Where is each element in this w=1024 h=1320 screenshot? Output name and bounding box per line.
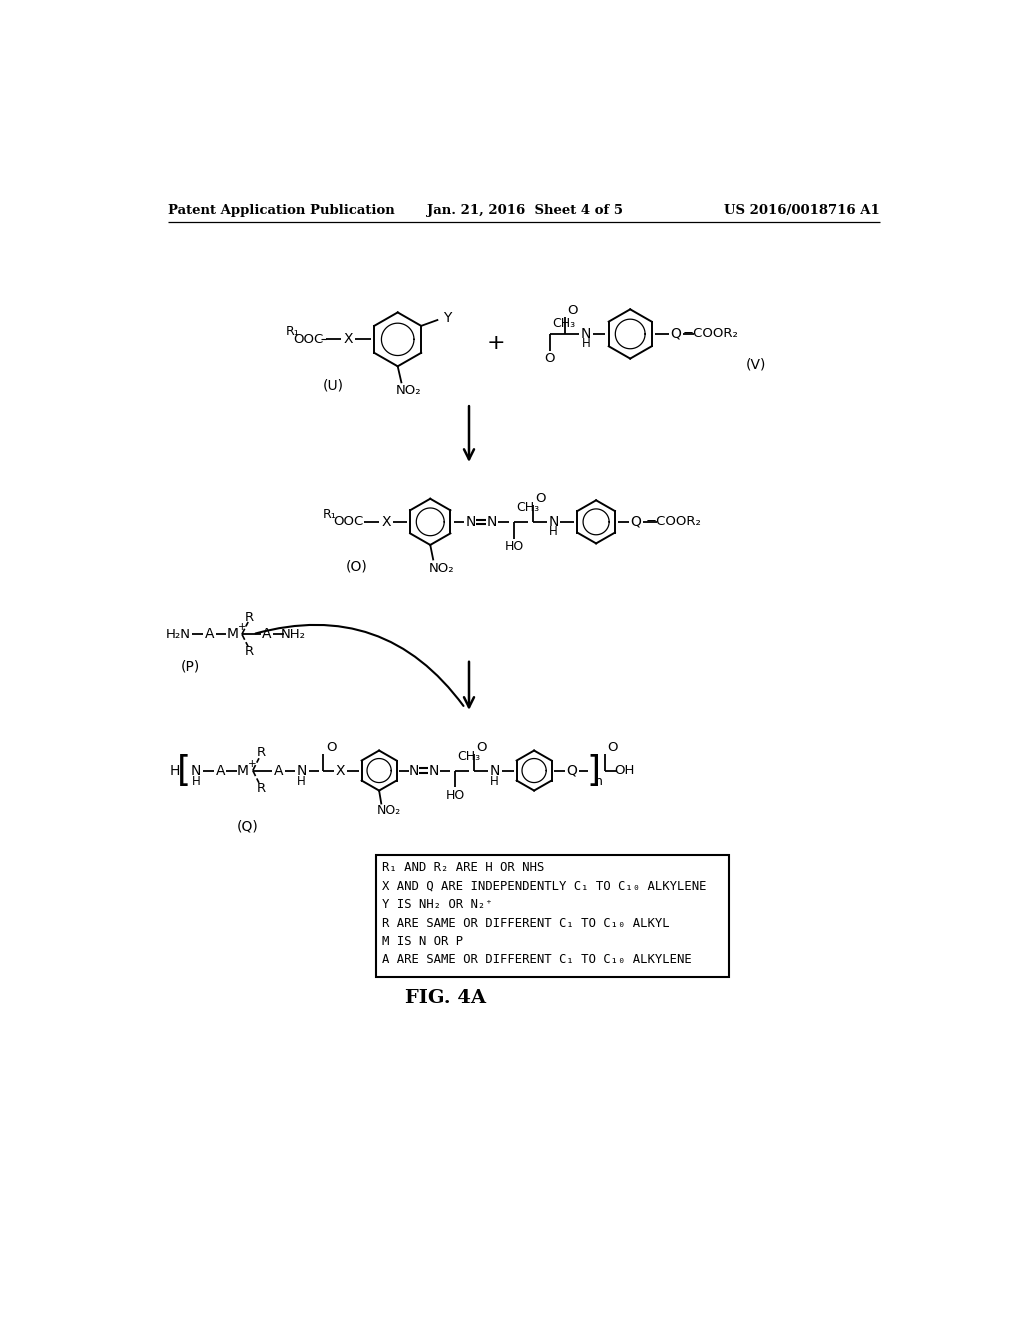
Text: OOC: OOC <box>294 333 324 346</box>
Text: M IS N OR P: M IS N OR P <box>382 935 463 948</box>
Text: (V): (V) <box>745 358 766 372</box>
Text: R: R <box>245 644 254 657</box>
Text: OOC: OOC <box>333 515 364 528</box>
Text: N: N <box>487 515 498 529</box>
Text: Y IS NH₂ OR N₂⁺: Y IS NH₂ OR N₂⁺ <box>382 898 493 911</box>
Text: A: A <box>262 627 271 642</box>
Text: R: R <box>257 781 266 795</box>
Text: +: + <box>486 333 506 354</box>
Text: N: N <box>428 763 438 777</box>
Text: (U): (U) <box>323 379 344 392</box>
Text: Patent Application Publication: Patent Application Publication <box>168 205 395 218</box>
Text: M: M <box>237 763 249 777</box>
Text: OH: OH <box>613 764 634 777</box>
Text: N: N <box>581 327 591 341</box>
Text: H₂N: H₂N <box>166 628 190 640</box>
Text: O: O <box>545 352 555 366</box>
Text: A: A <box>205 627 214 642</box>
Text: N: N <box>548 515 559 529</box>
Text: CH₃: CH₃ <box>516 502 540 515</box>
Text: R₁: R₁ <box>323 508 336 520</box>
Text: Q: Q <box>630 515 641 529</box>
Text: n: n <box>595 775 603 788</box>
Text: O: O <box>326 741 336 754</box>
Text: H: H <box>169 763 179 777</box>
Text: NO₂: NO₂ <box>428 561 454 574</box>
Text: X AND Q ARE INDEPENDENTLY C₁ TO C₁₀ ALKYLENE: X AND Q ARE INDEPENDENTLY C₁ TO C₁₀ ALKY… <box>382 879 707 892</box>
Text: O: O <box>567 305 579 317</box>
Text: N: N <box>296 763 307 777</box>
Text: H: H <box>549 525 558 539</box>
Text: A: A <box>273 763 283 777</box>
Bar <box>376 855 729 977</box>
Text: H: H <box>191 775 201 788</box>
Text: +: + <box>238 622 246 632</box>
Text: N: N <box>465 515 476 529</box>
Text: Q: Q <box>671 327 681 341</box>
Text: R₁ AND R₂ ARE H OR NHS: R₁ AND R₂ ARE H OR NHS <box>382 861 545 874</box>
Text: R: R <box>257 746 266 759</box>
Text: Q: Q <box>566 763 578 777</box>
Text: R: R <box>245 611 254 624</box>
Text: −COOR₂: −COOR₂ <box>646 515 701 528</box>
Text: X: X <box>336 763 345 777</box>
FancyArrowPatch shape <box>255 624 464 706</box>
Text: −COOR₂: −COOR₂ <box>683 327 738 341</box>
Text: X: X <box>381 515 391 529</box>
Text: H: H <box>582 338 591 351</box>
Text: H: H <box>490 775 499 788</box>
Text: NO₂: NO₂ <box>377 804 401 817</box>
Text: N: N <box>409 763 419 777</box>
Text: O: O <box>536 492 546 506</box>
Text: N: N <box>191 763 202 777</box>
Text: N: N <box>489 763 500 777</box>
Text: CH₃: CH₃ <box>552 317 575 330</box>
Text: R₁: R₁ <box>286 325 300 338</box>
Text: US 2016/0018716 A1: US 2016/0018716 A1 <box>724 205 880 218</box>
Text: HO: HO <box>505 540 523 553</box>
Text: HO: HO <box>445 788 465 801</box>
Text: [: [ <box>177 754 190 788</box>
Text: FIG. 4A: FIG. 4A <box>406 989 486 1007</box>
Text: (O): (O) <box>346 560 368 573</box>
Text: CH₃: CH₃ <box>458 750 480 763</box>
Text: (Q): (Q) <box>238 820 259 834</box>
Text: NH₂: NH₂ <box>281 628 305 640</box>
Text: M: M <box>226 627 239 642</box>
Text: O: O <box>607 741 617 754</box>
Text: A: A <box>215 763 225 777</box>
Text: ]: ] <box>586 754 600 788</box>
Text: H: H <box>297 775 306 788</box>
Text: NO₂: NO₂ <box>395 384 421 397</box>
Text: Y: Y <box>443 312 452 325</box>
Text: R ARE SAME OR DIFFERENT C₁ TO C₁₀ ALKYL: R ARE SAME OR DIFFERENT C₁ TO C₁₀ ALKYL <box>382 916 670 929</box>
Text: O: O <box>476 741 486 754</box>
Text: A ARE SAME OR DIFFERENT C₁ TO C₁₀ ALKYLENE: A ARE SAME OR DIFFERENT C₁ TO C₁₀ ALKYLE… <box>382 953 692 966</box>
Text: +: + <box>248 759 256 768</box>
Text: Jan. 21, 2016  Sheet 4 of 5: Jan. 21, 2016 Sheet 4 of 5 <box>427 205 623 218</box>
Text: X: X <box>343 333 353 346</box>
Text: (P): (P) <box>181 660 201 673</box>
